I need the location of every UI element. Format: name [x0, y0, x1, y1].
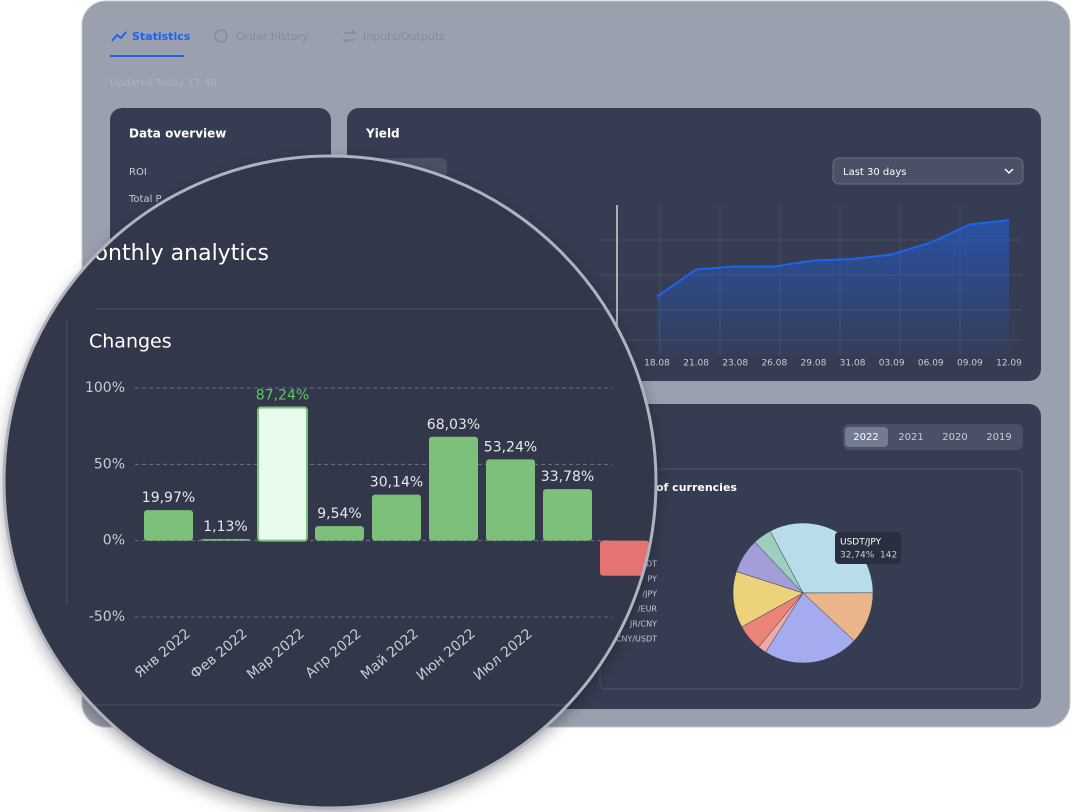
legend-item: DT	[646, 560, 657, 569]
x-tick-label: 03.09	[879, 359, 905, 369]
chevron	[1004, 168, 1014, 175]
chart-title: Changes	[89, 331, 172, 353]
y-tick-label: 50%	[94, 456, 125, 472]
value-label: 9,54%	[317, 506, 361, 522]
pie-slice	[754, 530, 804, 594]
legend-item: PY	[647, 575, 657, 584]
year-tab[interactable]: 2021	[898, 432, 923, 443]
bar	[201, 538, 250, 541]
value-label: 33,78%	[541, 469, 594, 485]
value-label: 53,24%	[484, 439, 537, 455]
tab-underline	[110, 55, 184, 57]
bar	[600, 540, 649, 576]
yield-plot: 18.08 21.08 23.08 26.08 29.08 31.08 03.09 06.09…	[600, 205, 1022, 369]
x-tick-label: 29.08	[801, 359, 827, 369]
year-tab[interactable]: 2020	[942, 432, 967, 443]
y-tick-label: 100%	[85, 380, 125, 396]
overview-row: Total P	[128, 194, 162, 205]
tooltip-name: USDT/JPY	[840, 538, 882, 548]
year-tab[interactable]: 2022	[853, 432, 878, 443]
legend-item: /EUR	[638, 605, 658, 614]
magnifier	[4, 156, 656, 808]
tab-icon	[214, 29, 228, 43]
x-tick-label: 12.09	[996, 359, 1022, 369]
pie-slice	[732, 571, 804, 628]
updated-time: Updated Today 17:48	[110, 78, 217, 89]
pie-title: of currencies	[656, 481, 737, 494]
y-tick-label: 0%	[103, 533, 125, 549]
bar	[429, 436, 478, 541]
tab[interactable]: Order history	[236, 30, 309, 43]
bar	[257, 406, 308, 542]
x-tick-label: 23.08	[722, 359, 748, 369]
x-tick-label: 09.09	[957, 359, 983, 369]
tab[interactable]: Inputs/Outputs	[363, 30, 445, 43]
period-dropdown[interactable]	[832, 157, 1024, 185]
x-tick-label: 31.08	[840, 359, 866, 369]
bar	[543, 489, 592, 541]
bar	[315, 526, 364, 541]
tab-icon	[111, 31, 127, 42]
yield-area	[657, 220, 1009, 355]
tab-icon	[342, 29, 357, 44]
dropdown-label: Last 30 days	[843, 167, 907, 178]
y-tick-label: -50%	[89, 609, 125, 625]
card-title: Yield	[365, 127, 400, 141]
legend-item: /JPY	[642, 590, 657, 599]
bar	[486, 459, 535, 541]
tooltip-count: 142	[880, 551, 897, 561]
x-tick-label: 26.08	[761, 359, 787, 369]
legend-item: JR/CNY	[629, 620, 657, 629]
year-tab-active	[845, 427, 888, 447]
magnifier-rim	[2, 154, 658, 810]
value-label: 19,97%	[142, 490, 195, 506]
bar	[372, 494, 421, 541]
tooltip-value: 32,74%	[840, 551, 875, 561]
legend-item: CNY/USDT	[616, 635, 657, 644]
value-label: 1,13%	[203, 519, 247, 535]
overview-row: ROI	[129, 167, 147, 178]
x-tick-label: 06.09	[918, 359, 944, 369]
x-tick-label: 18.08	[644, 359, 670, 369]
yield-line	[656, 219, 1010, 298]
year-tab[interactable]: 2019	[986, 432, 1011, 443]
value-label: 87,24%	[256, 387, 309, 403]
value-label: 30,14%	[370, 475, 423, 491]
x-tick-label: 21.08	[683, 359, 709, 369]
pie-slice	[765, 592, 855, 664]
tab[interactable]: Statistics	[132, 30, 191, 43]
bar	[144, 510, 193, 541]
value-label: 68,03%	[427, 417, 480, 433]
card-title: Data overview	[129, 127, 226, 141]
tooltip	[835, 532, 901, 564]
year-tabs	[843, 424, 1023, 450]
